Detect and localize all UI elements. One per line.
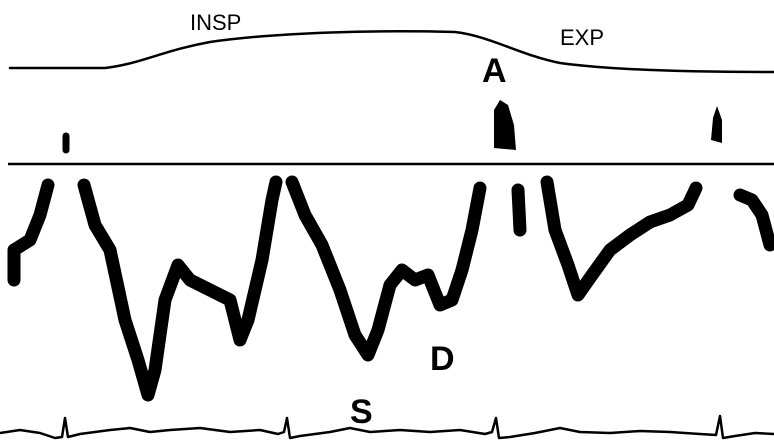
exp-label: EXP (560, 25, 604, 50)
flow-envelope (518, 190, 520, 230)
doppler-figure: INSP EXP A D S (0, 0, 774, 448)
insp-label: INSP (190, 10, 241, 35)
d-label: D (430, 340, 455, 378)
page: INSP EXP A D S (() => { const data = JSO… (0, 0, 774, 448)
a-label: A (482, 52, 507, 90)
s-label: S (350, 393, 373, 431)
